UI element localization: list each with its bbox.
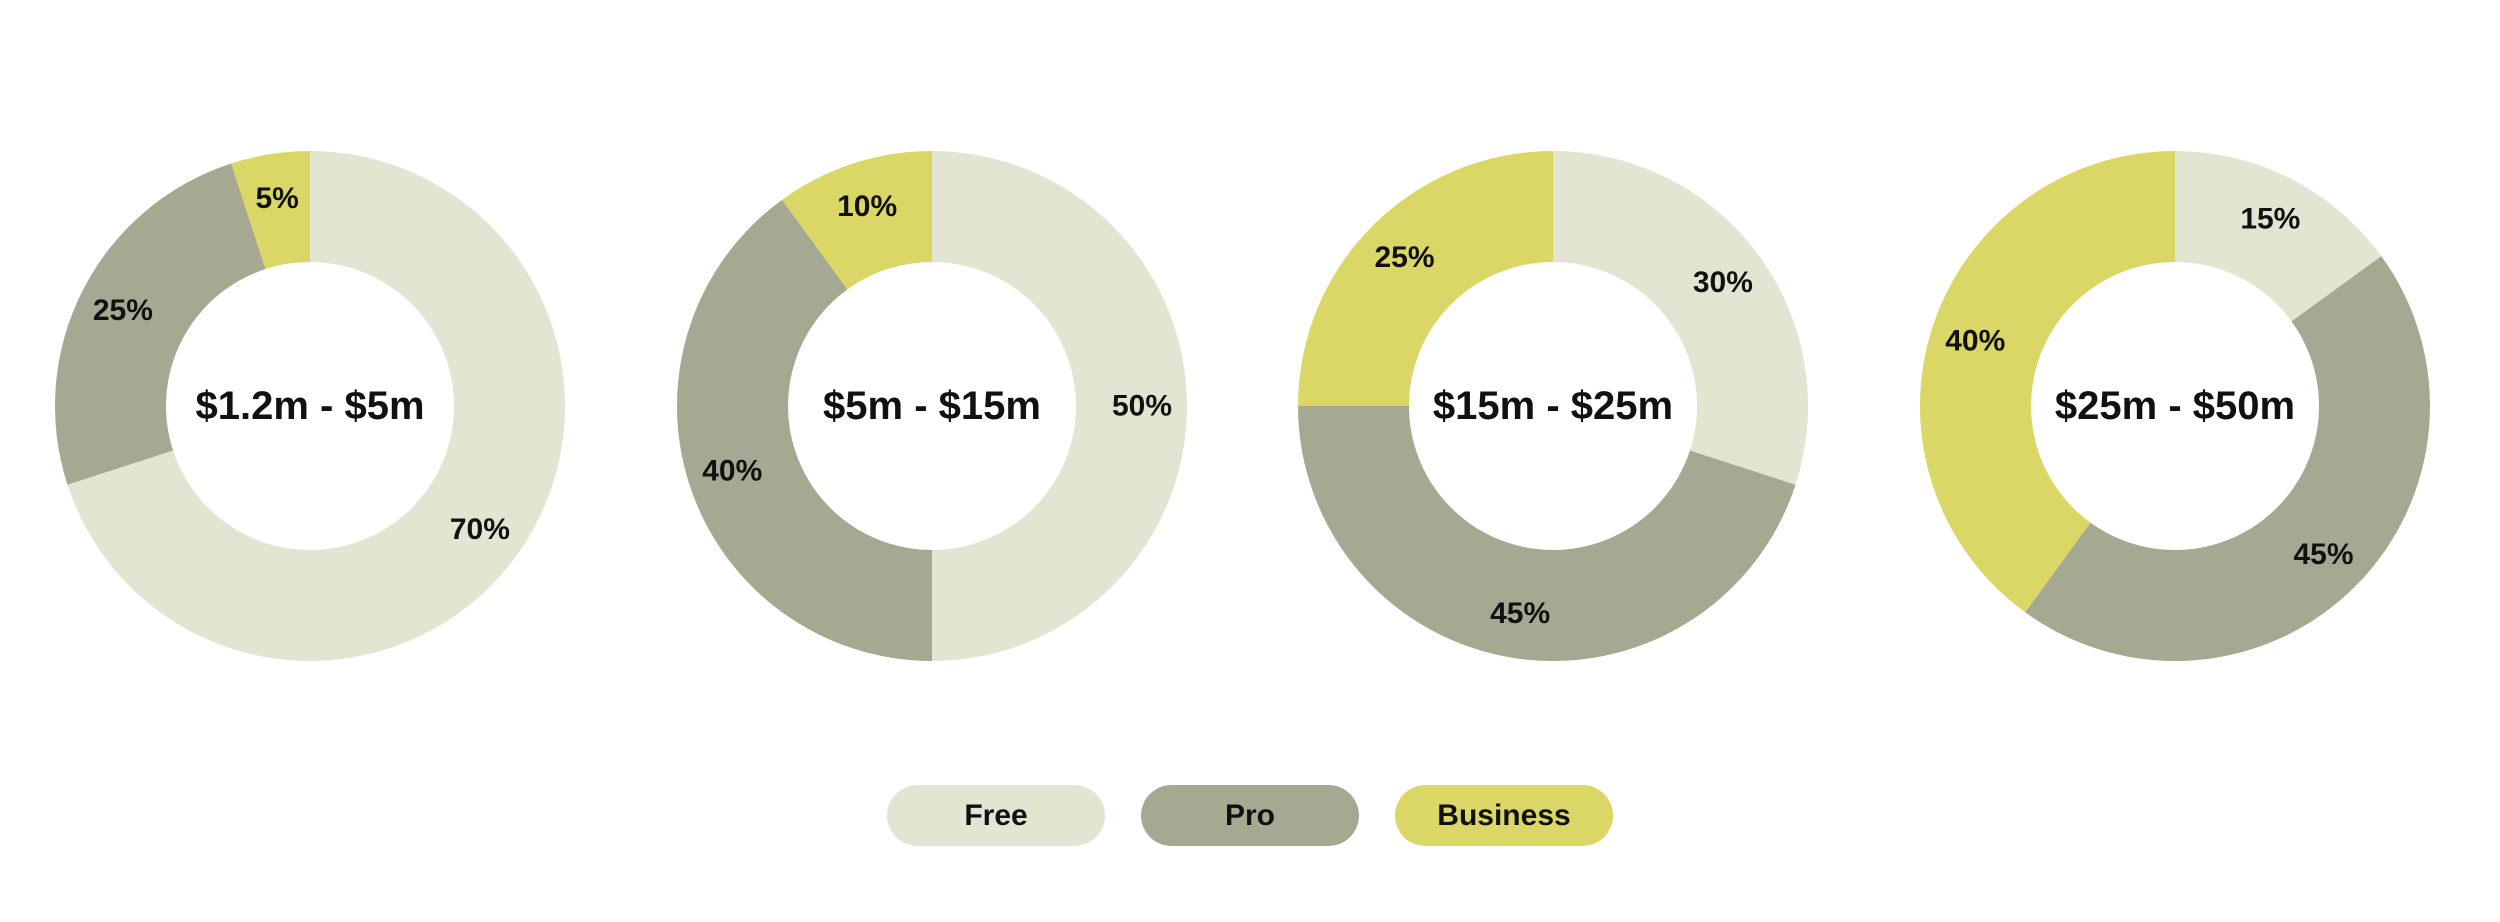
donut-chart-3: 30% 45% 25% $15m - $25m: [1298, 151, 1809, 662]
legend-item-free: Free: [887, 785, 1105, 846]
legend: Free Pro Business: [0, 785, 2500, 846]
donut-center-label: $15m - $25m: [1433, 384, 1673, 428]
donut-center-label: $5m - $15m: [823, 384, 1041, 428]
slice-label-free: 30%: [1693, 266, 1753, 299]
slice-label-free: 70%: [450, 513, 510, 546]
slice-pro: [1298, 406, 1796, 662]
slice-label-business: 10%: [837, 190, 897, 223]
slice-pro: [2025, 256, 2430, 661]
legend-label-business: Business: [1437, 798, 1571, 832]
slice-label-pro: 45%: [2293, 538, 2353, 571]
slice-business: [1920, 151, 2175, 613]
slice-label-business: 40%: [1945, 325, 2005, 358]
slice-pro: [54, 163, 266, 485]
legend-label-free: Free: [964, 798, 1028, 832]
slice-free: [2175, 151, 2382, 322]
slice-free: [67, 151, 565, 661]
donut-chart-1: 70% 25% 5% $1.2m - $5m: [54, 151, 565, 661]
slice-pro: [677, 199, 932, 661]
donut-center-label: $1.2m - $5m: [195, 384, 424, 428]
slice-business: [782, 151, 932, 290]
slice-label-pro: 45%: [1490, 597, 1550, 630]
slice-label-business: 5%: [255, 182, 298, 215]
slice-label-free: 15%: [2240, 202, 2300, 235]
slice-label-pro: 40%: [702, 454, 762, 487]
slice-label-pro: 25%: [93, 294, 153, 327]
legend-item-business: Business: [1395, 785, 1613, 846]
slice-label-business: 25%: [1374, 241, 1434, 274]
slice-label-free: 50%: [1112, 390, 1172, 423]
slice-business: [231, 151, 310, 270]
legend-label-pro: Pro: [1224, 798, 1275, 832]
donut-center-label: $25m - $50m: [2055, 384, 2295, 428]
legend-item-pro: Pro: [1141, 785, 1359, 846]
slice-business: [1298, 151, 1553, 406]
slice-free: [1553, 151, 1809, 485]
donut-chart-4: 15% 45% 40% $25m - $50m: [1920, 151, 2430, 661]
donut-chart-2: 50% 40% 10% $5m - $15m: [677, 151, 1187, 661]
slice-free: [932, 151, 1187, 661]
